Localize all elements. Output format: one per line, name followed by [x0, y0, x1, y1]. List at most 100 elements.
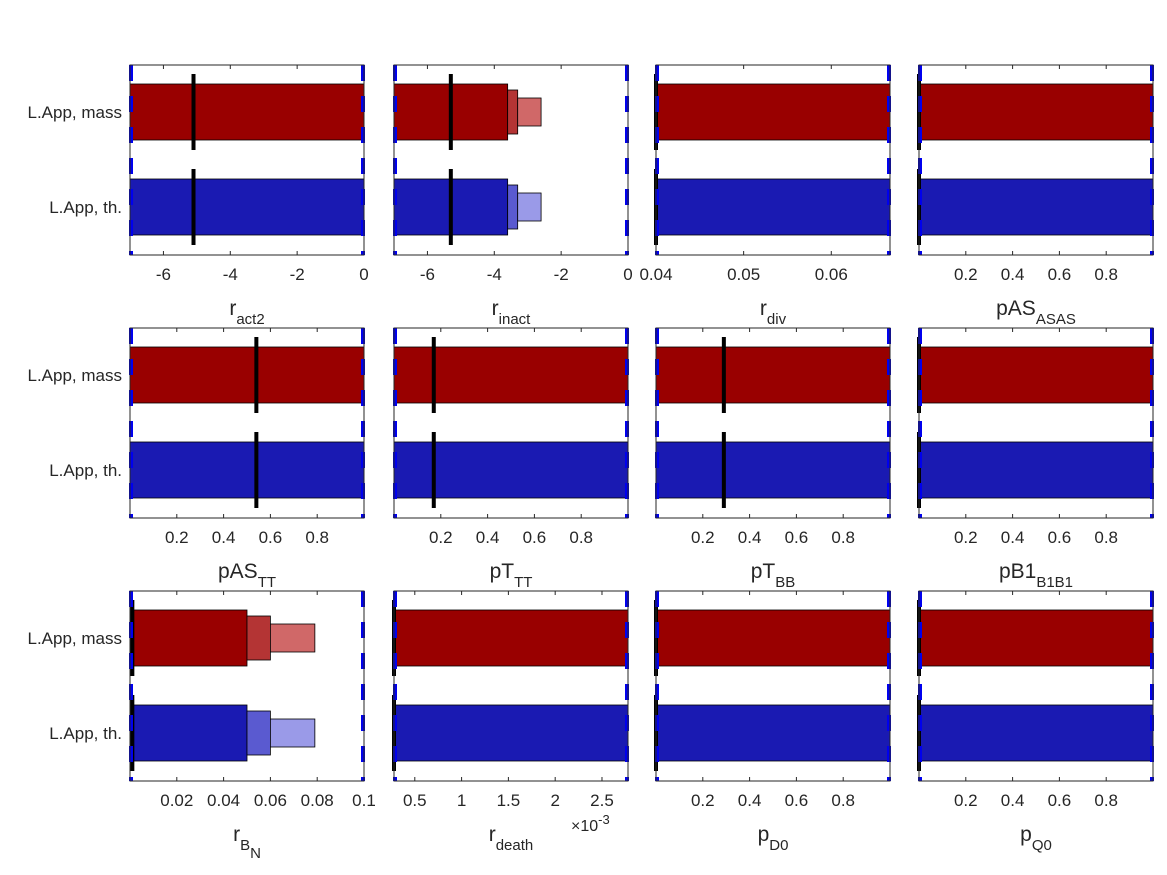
- x-tick-label: 0.05: [727, 265, 760, 284]
- x-axis-label-sub: TT: [514, 574, 532, 591]
- x-tick-label: 0.6: [1048, 265, 1072, 284]
- x-tick-label: -4: [487, 265, 502, 284]
- row-label-th: L.App, th.: [49, 461, 122, 480]
- x-tick-label: 0.5: [403, 791, 427, 810]
- x-tick-label: 0.6: [523, 528, 547, 547]
- x-axis-label: pB1B1B1: [999, 560, 1073, 591]
- x-tick-label: 0: [623, 265, 632, 284]
- x-axis-label: rBN: [233, 823, 261, 862]
- x-tick-label: 0.6: [785, 528, 809, 547]
- x-axis-label-main: r: [489, 823, 496, 846]
- x-axis-label: pASTT: [218, 560, 276, 591]
- x-axis-label-main: pT: [490, 560, 515, 583]
- x-axis-label: pTTT: [490, 560, 533, 591]
- row-label-th: L.App, th.: [49, 724, 122, 743]
- th-bar-main: [655, 441, 891, 499]
- x-tick-label: 0.4: [1001, 528, 1025, 547]
- th-bar-main: [393, 704, 629, 762]
- mass-bar-main: [129, 609, 248, 667]
- x-axis-multiplier-exp: -3: [598, 812, 610, 827]
- mass-bar-light: [517, 97, 542, 127]
- x-tick-label: 1: [457, 791, 466, 810]
- x-tick-label: 0.2: [954, 791, 978, 810]
- axes-frame: [393, 64, 629, 256]
- panel-12: 0.2 0.4 0.6 0.8 pQ0: [917, 590, 1154, 854]
- row-label-mass: L.App, mass: [28, 629, 123, 648]
- x-tick-label: 0.8: [305, 528, 329, 547]
- x-tick-label: 0.04: [639, 265, 672, 284]
- x-axis-label-main: pAS: [218, 560, 258, 583]
- x-tick-label: 0.8: [1094, 528, 1118, 547]
- th-bar-light: [517, 192, 542, 222]
- x-tick-label: -2: [554, 265, 569, 284]
- x-axis-label-sub: death: [496, 837, 534, 854]
- x-axis-label-sub: TT: [258, 574, 276, 591]
- x-tick-label: 0.4: [738, 528, 762, 547]
- panel-7: 0.2 0.4 0.6 0.8 pTBB: [655, 327, 891, 591]
- x-tick-label: 0.6: [259, 528, 283, 547]
- x-tick-label: 0.8: [831, 791, 855, 810]
- x-tick-label: 0.8: [831, 528, 855, 547]
- x-tick-label: 0.4: [738, 791, 762, 810]
- x-axis-label: ract2: [229, 297, 264, 328]
- axes-frame: [129, 327, 365, 519]
- axes-frame: [393, 327, 629, 519]
- axes-frame: [655, 64, 891, 256]
- x-tick-label: 0.6: [1048, 528, 1072, 547]
- th-bar-main: [393, 441, 629, 499]
- th-bar-mid: [507, 184, 519, 230]
- x-tick-label: 0.6: [785, 791, 809, 810]
- axes-frame: [655, 590, 891, 782]
- x-tick-label: -6: [420, 265, 435, 284]
- x-axis-label: pQ0: [1020, 823, 1052, 854]
- x-axis-label-main: p: [1020, 823, 1032, 846]
- x-axis-label-sub: act2: [236, 311, 264, 328]
- x-axis-label-main: r: [760, 297, 767, 320]
- x-axis-multiplier-base: ×10: [571, 818, 598, 835]
- axes-frame: [918, 327, 1154, 519]
- x-axis-multiplier: ×10-3: [571, 812, 610, 835]
- panel-1: -6 -4 -2 0 L.App, mass L.App, th. ract2: [28, 64, 369, 328]
- mass-bar-main: [918, 346, 1154, 404]
- x-axis-label-sub: inact: [499, 311, 532, 328]
- x-axis-label-subsub: N: [250, 845, 261, 862]
- th-bar-mid: [246, 710, 271, 756]
- x-tick-label: 0.04: [207, 791, 240, 810]
- axes-frame: [918, 590, 1154, 782]
- x-tick-label: 0.4: [1001, 265, 1025, 284]
- th-bar-main: [129, 704, 248, 762]
- row-label-mass: L.App, mass: [28, 103, 123, 122]
- mass-bar-main: [655, 346, 891, 404]
- x-axis-label: rdiv: [760, 297, 787, 328]
- x-tick-label: 2.5: [590, 791, 614, 810]
- x-tick-label: 0.2: [954, 265, 978, 284]
- x-tick-label: 0.6: [1048, 791, 1072, 810]
- axes-frame: [918, 64, 1154, 256]
- x-tick-label: 0: [359, 265, 368, 284]
- axes-frame: [393, 590, 629, 782]
- x-tick-label: 0.8: [1094, 791, 1118, 810]
- mass-bar-main: [655, 83, 891, 141]
- x-axis-label-main: r: [233, 823, 240, 846]
- x-axis-label: pASASAS: [996, 297, 1076, 328]
- panel-5: 0.2 0.4 0.6 0.8 L.App, mass L.App, th. pASTT: [28, 327, 365, 591]
- x-tick-label: 0.8: [1094, 265, 1118, 284]
- x-axis-label-sub: D0: [769, 837, 788, 854]
- th-bar-main: [918, 441, 1154, 499]
- x-axis-label: pD0: [758, 823, 789, 854]
- panel-8: 0.2 0.4 0.6 0.8 pB1B1B1: [917, 327, 1154, 591]
- x-tick-label: 0.02: [160, 791, 193, 810]
- th-bar-main: [129, 441, 365, 499]
- x-tick-label: 0.2: [954, 528, 978, 547]
- x-axis-label-sub: BB: [775, 574, 795, 591]
- th-bar-main: [129, 178, 365, 236]
- x-tick-label: -6: [156, 265, 171, 284]
- x-axis-label-main: pT: [751, 560, 776, 583]
- mass-bar-main: [129, 346, 365, 404]
- panel-2: -6 -4 -2 0 rinact: [393, 64, 633, 328]
- x-axis-label-sub: B1B1: [1036, 574, 1073, 591]
- x-axis-label: pTBB: [751, 560, 796, 591]
- x-tick-label: 0.06: [254, 791, 287, 810]
- axes-frame: [129, 590, 365, 782]
